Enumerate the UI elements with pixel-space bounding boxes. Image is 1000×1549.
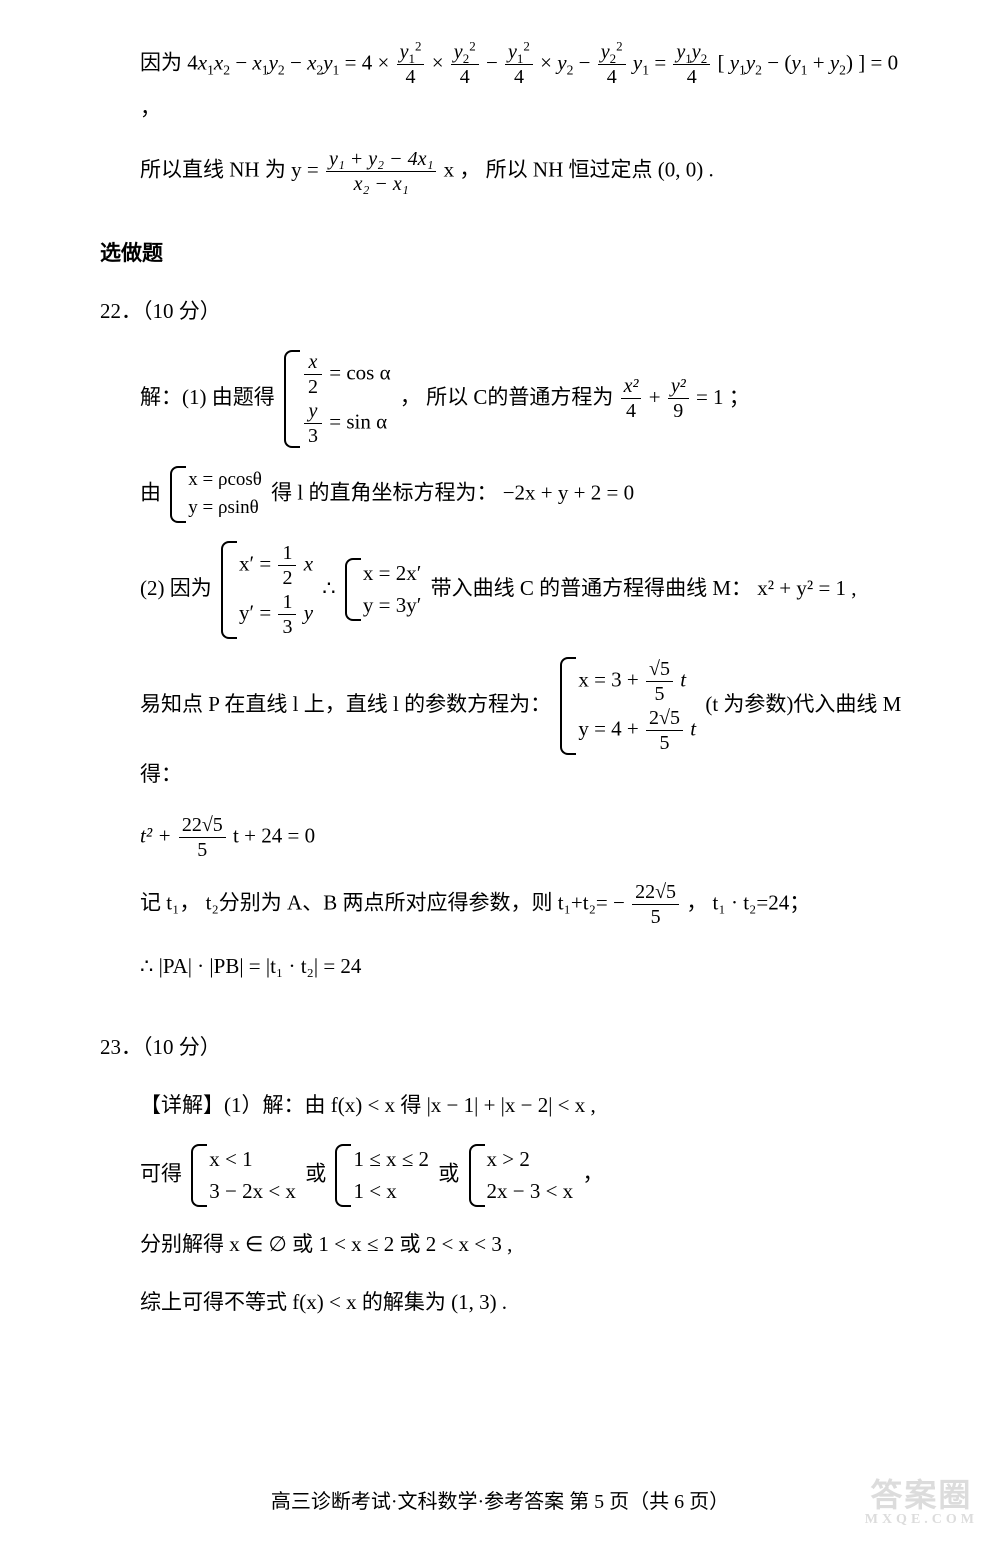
q22-rec-post: ， t₁ · t₂=24； xyxy=(686,890,810,914)
q23-detail: 【详解】(1）解：由 f(x) < x 得 |x − 1| + |x − 2| … xyxy=(140,1086,920,1126)
q22-1-mid: ， 所以 C的普通方程为 xyxy=(400,384,614,408)
q22-2-pre: (2) 因为 xyxy=(140,575,212,599)
block1-line2: 所以直线 NH 为 y = y₁ + y₂ − 4x₁ x₂ − x₁ x ， … xyxy=(140,147,920,196)
q23-case1: x < 1 3 − 2x < x xyxy=(191,1144,296,1207)
block1-line1: 因为 4x1x2 − x1y2 − x2y1 = 4 × y124 × y224… xyxy=(140,40,920,129)
watermark-main: 答案圈 xyxy=(870,1477,972,1513)
q22-p: 易知点 P 在直线 l 上，直线 l 的参数方程为： x = 3 + √55 t… xyxy=(140,657,920,795)
block1-line2-post: x ， 所以 NH 恒过定点 (0, 0) . xyxy=(444,157,714,181)
q22-by-pre: 由 xyxy=(140,480,161,504)
q23-cases: 可得 x < 1 3 − 2x < x 或 1 ≤ x ≤ 2 1 < x 或 … xyxy=(140,1144,920,1207)
q23-case2: 1 ≤ x ≤ 2 1 < x xyxy=(335,1144,429,1207)
q23-cases-pre: 可得 xyxy=(140,1162,182,1186)
q22-2-brace2: x = 2x′ y = 3y′ xyxy=(345,558,421,621)
block1-line2-den: x₂ − x₁ xyxy=(326,172,436,196)
q23-final: 综上可得不等式 f(x) < x 的解集为 (1, 3) . xyxy=(140,1283,920,1323)
q22-rec-pre: 记 t₁， t₂分别为 A、B 两点所对应得参数，则 t₁+t₂= − xyxy=(140,890,625,914)
q22-eqline: t² + 22√55 t + 24 = 0 xyxy=(140,813,920,862)
q22-p-pre: 易知点 P 在直线 l 上，直线 l 的参数方程为： xyxy=(140,691,551,715)
q22-1: 解：(1) 由题得 x2 = cos α y3 = sin α ， 所以 C的普… xyxy=(140,350,920,448)
q22-2-brace1: x′ = 12 x y′ = 13 y xyxy=(221,541,313,639)
q22-2: (2) 因为 x′ = 12 x y′ = 13 y ∴ x = 2x′ y =… xyxy=(140,541,920,639)
q22-p-brace: x = 3 + √55 t y = 4 + 2√55 t xyxy=(560,657,696,755)
q22-fin: ∴ |PA| · |PB| = |t₁ · t₂| = 24 xyxy=(140,947,920,987)
q22-1-pre: 解：(1) 由题得 xyxy=(140,384,275,408)
block1-line2-num: y₁ + y₂ − 4x₁ xyxy=(326,147,436,172)
block1-line2-pre: 所以直线 NH 为 y = xyxy=(140,157,324,181)
page-content: 因为 4x1x2 − x1y2 − x2y1 = 4 × y124 × y224… xyxy=(0,0,1000,1401)
watermark-sub: MXQE.COM xyxy=(865,1513,978,1527)
q23-solve: 分别解得 x ∈ ∅ 或 1 < x ≤ 2 或 2 < x < 3 , xyxy=(140,1225,920,1265)
q22-2-post: 带入曲线 C 的普通方程得曲线 M： x² + y² = 1 , xyxy=(431,575,857,599)
q22-rec: 记 t₁， t₂分别为 A、B 两点所对应得参数，则 t₁+t₂= − 22√5… xyxy=(140,880,920,929)
watermark: 答案圈 MXQE.COM xyxy=(865,1479,978,1527)
page-footer: 高三诊断考试·文科数学·参考答案 第 5 页（共 6 页） xyxy=(0,1485,1000,1514)
q23-header: 23．（10 分） xyxy=(100,1028,920,1068)
section-title: 选做题 xyxy=(100,234,920,274)
q22-header: 22．（10 分） xyxy=(100,292,920,332)
q22-by-post: 得 l 的直角坐标方程为： −2x + y + 2 = 0 xyxy=(271,480,634,504)
q22-1-tail: = 1 ； xyxy=(696,384,750,408)
q22-by: 由 x = ρcosθ y = ρsinθ 得 l 的直角坐标方程为： −2x … xyxy=(140,466,920,523)
q22-1-brace: x2 = cos α y3 = sin α xyxy=(284,350,391,448)
q23-case3: x > 2 2x − 3 < x xyxy=(469,1144,574,1207)
